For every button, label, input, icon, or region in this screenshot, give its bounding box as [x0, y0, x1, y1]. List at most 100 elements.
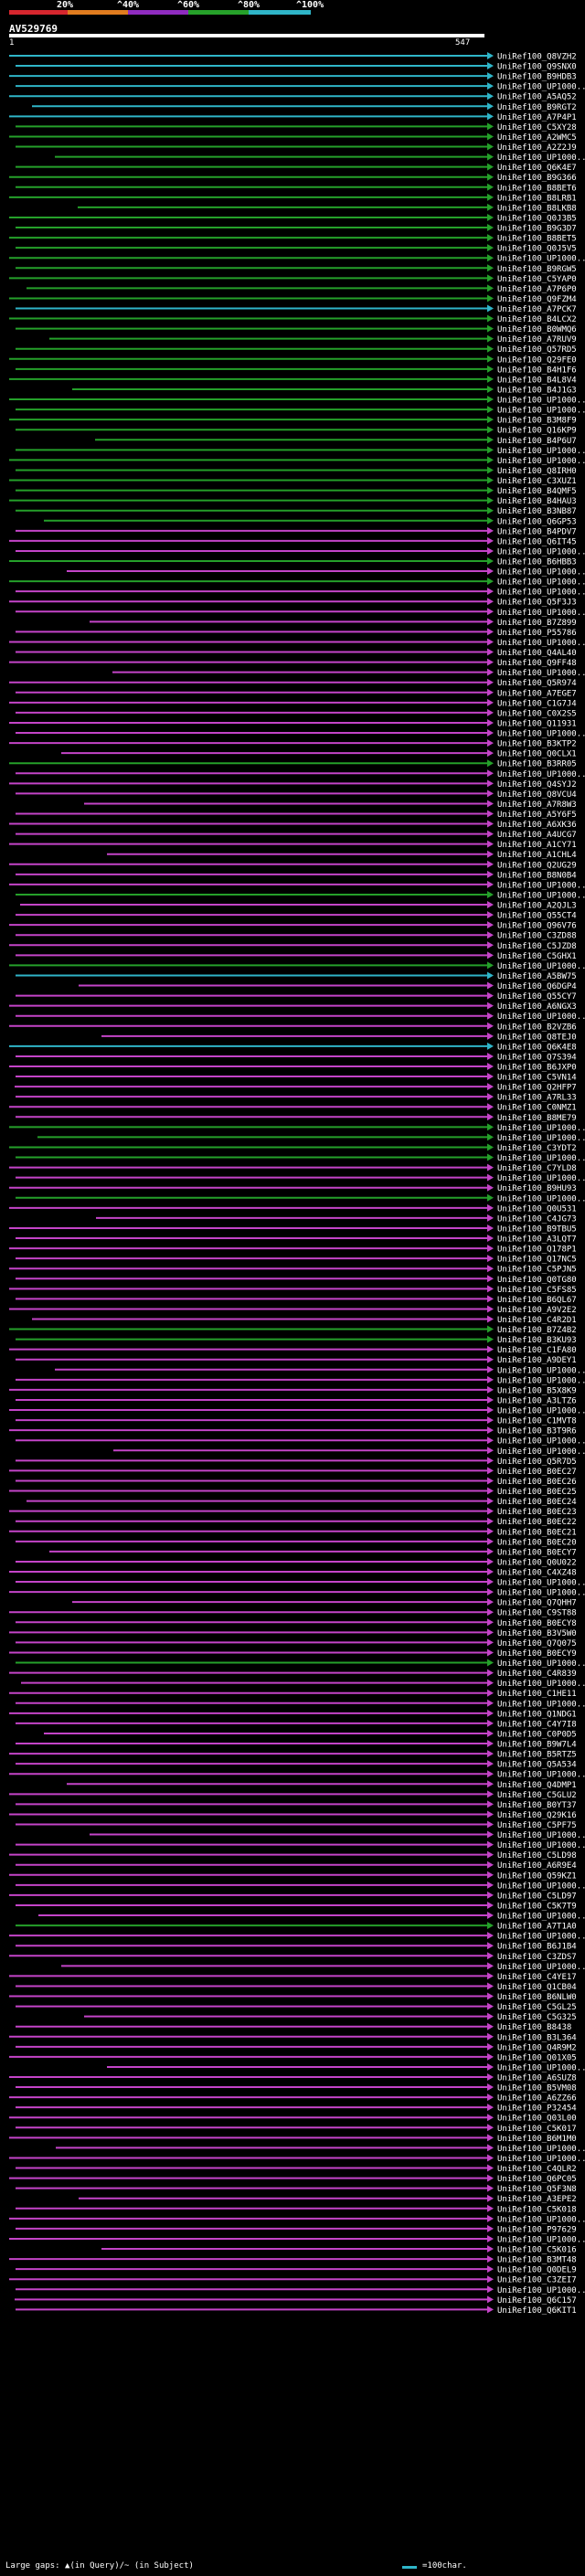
hit-label[interactable]: UniRef100_B4PDV7 — [497, 527, 577, 536]
hit-label[interactable]: UniRef100_A2Z2J9 — [497, 143, 577, 153]
hit-label[interactable]: UniRef100_B9RGW5 — [497, 265, 577, 274]
hit-label[interactable]: UniRef100_C5GHX1 — [497, 952, 577, 961]
hit-label[interactable]: UniRef100_B6M1M0 — [497, 2135, 577, 2144]
hit-label[interactable]: UniRef100_Q5F3J3 — [497, 599, 577, 608]
hit-label[interactable]: UniRef100_B4QMF5 — [497, 487, 577, 496]
hit-label[interactable]: UniRef100_Q16KP9 — [497, 427, 577, 436]
hit-label[interactable]: UniRef100_B6HBB3 — [497, 558, 577, 567]
hit-label[interactable]: UniRef100_UP1000.. — [497, 1659, 585, 1669]
hit-label[interactable]: UniRef100_A5AQ52 — [497, 93, 577, 102]
hit-label[interactable]: UniRef100_Q7Q075 — [497, 1639, 577, 1648]
hit-label[interactable]: UniRef100_A6XK36 — [497, 821, 577, 830]
hit-label[interactable]: UniRef100_B3L364 — [497, 2033, 577, 2042]
hit-label[interactable]: UniRef100_Q6C157 — [497, 2296, 577, 2306]
hit-label[interactable]: UniRef100_C4Y7I8 — [497, 1720, 577, 1729]
hit-label[interactable]: UniRef100_B0ECY9 — [497, 1649, 577, 1659]
hit-label[interactable]: UniRef100_B3MT48 — [497, 2256, 577, 2265]
hit-label[interactable]: UniRef100_B0EC27 — [497, 1468, 577, 1477]
hit-label[interactable]: UniRef100_C9ST88 — [497, 1609, 577, 1618]
hit-label[interactable]: UniRef100_UP1000.. — [497, 891, 585, 900]
hit-label[interactable]: UniRef100_Q0J5V5 — [497, 245, 577, 254]
hit-label[interactable]: UniRef100_A7P4P1 — [497, 113, 577, 122]
hit-label[interactable]: UniRef100_B8LKB8 — [497, 204, 577, 213]
hit-label[interactable]: UniRef100_Q5R7D5 — [497, 1458, 577, 1467]
hit-label[interactable]: UniRef100_B8LRB1 — [497, 194, 577, 203]
hit-label[interactable]: UniRef100_UP1000.. — [497, 1012, 585, 1022]
hit-label[interactable]: UniRef100_A9V2E2 — [497, 1306, 577, 1315]
hit-label[interactable]: UniRef100_UP1000.. — [497, 1771, 585, 1780]
hit-label[interactable]: UniRef100_C5FS85 — [497, 1286, 577, 1295]
hit-label[interactable]: UniRef100_UP1000.. — [497, 639, 585, 648]
hit-label[interactable]: UniRef100_Q5R974 — [497, 679, 577, 688]
hit-label[interactable]: UniRef100_B9W7L4 — [497, 1741, 577, 1750]
hit-label[interactable]: UniRef100_C3ZEI7 — [497, 2276, 577, 2285]
hit-label[interactable]: UniRef100_B9G366 — [497, 174, 577, 183]
hit-label[interactable]: UniRef100_B3M8F9 — [497, 417, 577, 426]
hit-label[interactable]: UniRef100_Q6GP53 — [497, 517, 577, 526]
hit-label[interactable]: UniRef100_B0WMQ6 — [497, 325, 577, 334]
hit-label[interactable]: UniRef100_UP1000.. — [497, 609, 585, 618]
hit-label[interactable]: UniRef100_C5K7T9 — [497, 1902, 577, 1911]
hit-label[interactable]: UniRef100_A6R9E4 — [497, 1861, 577, 1871]
hit-label[interactable]: UniRef100_B0EC22 — [497, 1518, 577, 1527]
hit-label[interactable]: UniRef100_C0P0D5 — [497, 1730, 577, 1739]
hit-label[interactable]: UniRef100_Q0DEL9 — [497, 2266, 577, 2275]
hit-label[interactable]: UniRef100_C1FA80 — [497, 1346, 577, 1355]
hit-label[interactable]: UniRef100_Q4SYJ2 — [497, 780, 577, 790]
hit-label[interactable]: UniRef100_UP1000.. — [497, 1841, 585, 1850]
hit-label[interactable]: UniRef100_A7P6P0 — [497, 285, 577, 294]
hit-label[interactable]: UniRef100_Q178P1 — [497, 1246, 577, 1255]
hit-label[interactable]: UniRef100_B4P6U7 — [497, 437, 577, 446]
hit-label[interactable]: UniRef100_C5PF75 — [497, 1821, 577, 1830]
hit-label[interactable]: UniRef100_Q0U022 — [497, 1558, 577, 1567]
hit-label[interactable]: UniRef100_UP1000.. — [497, 1194, 585, 1203]
hit-label[interactable]: UniRef100_B9TBU5 — [497, 1224, 577, 1234]
hit-label[interactable]: UniRef100_Q01X05 — [497, 2053, 577, 2062]
hit-label[interactable]: UniRef100_Q5A534 — [497, 1761, 577, 1770]
hit-label[interactable]: UniRef100_C4JG73 — [497, 1214, 577, 1224]
hit-label[interactable]: UniRef100_B0EC24 — [497, 1498, 577, 1507]
hit-label[interactable]: UniRef100_B6JXP0 — [497, 1064, 577, 1073]
hit-label[interactable]: UniRef100_B0ECY8 — [497, 1619, 577, 1628]
hit-label[interactable]: UniRef100_C4YE17 — [497, 1973, 577, 1982]
hit-label[interactable]: UniRef100_B0EC25 — [497, 1488, 577, 1497]
hit-label[interactable]: UniRef100_C5G325 — [497, 2013, 577, 2022]
hit-label[interactable]: UniRef100_Q57RD5 — [497, 345, 577, 355]
hit-label[interactable]: UniRef100_Q17NC5 — [497, 1256, 577, 1265]
hit-label[interactable]: UniRef100_B4L8V4 — [497, 376, 577, 385]
hit-label[interactable]: UniRef100_C5JZD8 — [497, 942, 577, 951]
hit-label[interactable]: UniRef100_B9G3D7 — [497, 225, 577, 234]
hit-label[interactable]: UniRef100_A4UCG7 — [497, 831, 577, 840]
hit-label[interactable]: UniRef100_B8N0B4 — [497, 871, 577, 880]
hit-label[interactable]: UniRef100_UP1000.. — [497, 962, 585, 971]
hit-label[interactable]: UniRef100_Q4AL40 — [497, 649, 577, 658]
hit-label[interactable]: UniRef100_Q29K16 — [497, 1811, 577, 1820]
hit-label[interactable]: UniRef100_P32454 — [497, 2104, 577, 2114]
hit-label[interactable]: UniRef100_UP1000.. — [497, 1366, 585, 1375]
hit-label[interactable]: UniRef100_Q55CY7 — [497, 992, 577, 1002]
hit-label[interactable]: UniRef100_UP1000.. — [497, 1407, 585, 1416]
hit-label[interactable]: UniRef100_C3ZDS7 — [497, 1953, 577, 1962]
hit-label[interactable]: UniRef100_C5PJN5 — [497, 1266, 577, 1275]
hit-label[interactable]: UniRef100_UP1000.. — [497, 1134, 585, 1143]
hit-label[interactable]: UniRef100_B0EC20 — [497, 1538, 577, 1547]
hit-label[interactable]: UniRef100_UP1000.. — [497, 588, 585, 598]
hit-label[interactable]: UniRef100_Q6K4E7 — [497, 164, 577, 173]
hit-label[interactable]: UniRef100_Q8VCU4 — [497, 790, 577, 800]
hit-label[interactable]: UniRef100_UP1000.. — [497, 2235, 585, 2244]
hit-label[interactable]: UniRef100_B4LCX2 — [497, 315, 577, 324]
hit-label[interactable]: UniRef100_UP1000.. — [497, 154, 585, 163]
hit-label[interactable]: UniRef100_A3LQT7 — [497, 1235, 577, 1245]
hit-label[interactable]: UniRef100_B3KU93 — [497, 1336, 577, 1345]
hit-label[interactable]: UniRef100_A3LTZ6 — [497, 1396, 577, 1405]
hit-label[interactable]: UniRef100_A6NGX3 — [497, 1002, 577, 1012]
hit-label[interactable]: UniRef100_UP1000.. — [497, 578, 585, 588]
hit-label[interactable]: UniRef100_C4R839 — [497, 1670, 577, 1679]
hit-label[interactable]: UniRef100_UP1000.. — [497, 568, 585, 578]
hit-label[interactable]: UniRef100_C5GLU2 — [497, 1791, 577, 1800]
hit-label[interactable]: UniRef100_C5K018 — [497, 2205, 577, 2214]
hit-label[interactable]: UniRef100_B8ME79 — [497, 1114, 577, 1123]
hit-label[interactable]: UniRef100_Q1CB04 — [497, 1983, 577, 1992]
hit-label[interactable]: UniRef100_C4R2D1 — [497, 1316, 577, 1325]
hit-label[interactable]: UniRef100_B0EC21 — [497, 1528, 577, 1537]
